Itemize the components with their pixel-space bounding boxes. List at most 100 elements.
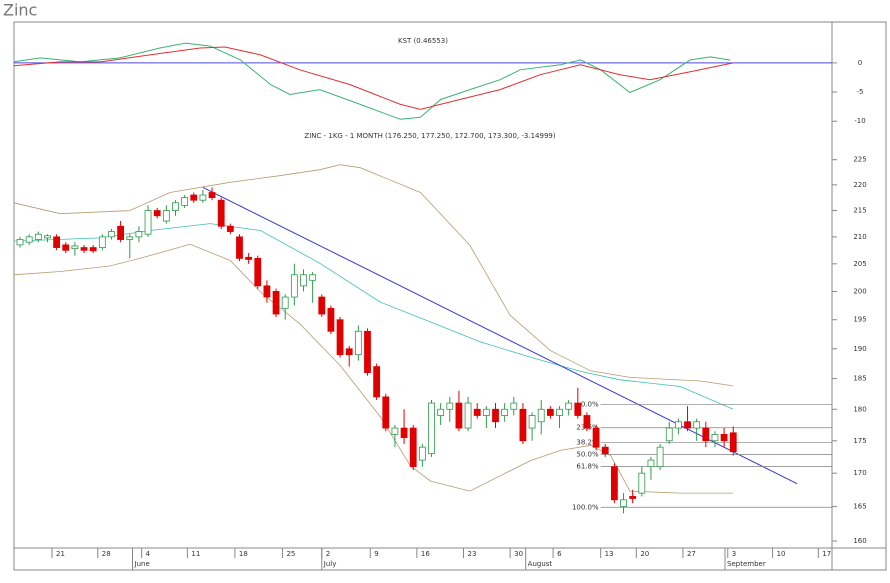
y-tick-label: 165 [853,503,866,511]
y-tick-label: 170 [853,469,866,477]
y-tick-label: 185 [853,375,866,383]
kst-title: KST (0.46553) [398,37,448,45]
y-tick-label: 225 [853,156,866,164]
upper-band [13,164,734,387]
candle-body [62,244,70,251]
fib-label: 61.8% [576,463,599,471]
y-tick-label: 195 [853,316,866,324]
candle-body [354,330,362,356]
frame [13,21,887,571]
month-label: July [323,560,337,568]
month-label: September [727,560,766,568]
candle-body [80,247,88,251]
candle-body [574,402,582,416]
x-tick-label: 30 [514,550,523,558]
candle-body [601,446,609,455]
candle-body [290,274,298,298]
fib-label: 50.0% [576,451,599,459]
candle-body [135,231,143,238]
candle-body [592,427,600,448]
candle-body [318,296,326,315]
candle-body [382,396,390,429]
candle-body [510,402,518,410]
candle-body [537,408,545,423]
candle-body [126,236,134,240]
candle-body [144,210,152,235]
price-title: ZINC - 1KG - 1 MONTH (176.250, 177.250, … [304,132,555,140]
candle-body [16,239,24,246]
candle-body [428,402,435,455]
candle-body [729,432,737,453]
candle-body [373,366,381,398]
candle-body [455,402,463,429]
candle-body [236,236,243,259]
candle-body [693,421,701,429]
candle-body [674,421,682,429]
candle-body [53,236,61,248]
candle-body [336,319,344,356]
y-tick-label: 175 [853,437,866,445]
x-tick-label: 17 [822,550,831,558]
x-tick-label: 3 [732,550,736,558]
x-tick-label: 6 [557,550,562,558]
x-tick-label: 23 [468,550,477,558]
x-tick-label: 21 [56,550,65,558]
y-tick-label: -10 [854,117,865,125]
x-tick-label: 18 [239,550,248,558]
candle-body [153,210,161,217]
candle-body [418,446,426,461]
candle-body [309,274,317,281]
candle-body [565,402,573,410]
candle-body [482,408,490,416]
candle-body [583,415,591,429]
y-tick-label: 205 [853,260,866,268]
candle-body [263,285,271,298]
candle-body [89,247,97,252]
y-tick-label: 160 [853,537,866,545]
candle-body [492,408,499,423]
x-tick-label: 13 [605,550,614,558]
candle-body [519,408,527,442]
kst-line [13,46,734,110]
x-tick-label: 11 [191,550,200,558]
candle-body [345,348,353,356]
candle-body [400,427,408,438]
candle-body [71,245,79,250]
month-label: August [528,560,553,568]
candle-body [446,402,454,410]
candle-body [528,415,536,429]
fib-label: 38.2% [576,439,599,447]
fib-label: 0.0% [581,400,599,408]
candle-body [208,192,216,199]
x-tick-label: 27 [687,550,696,558]
y-tick-label: 200 [853,287,866,295]
candle-body [684,421,691,429]
moving-average [13,223,734,410]
x-tick-label: 25 [286,550,295,558]
candle-body [656,446,664,468]
y-tick-label: 210 [853,233,866,241]
candle-body [610,466,618,501]
candle-body [162,210,170,222]
candle-body [327,307,335,332]
candle-body [25,236,33,243]
candle-body [720,433,728,442]
candle-body [473,408,481,416]
candle-body [281,296,289,309]
candle-body [629,496,637,499]
candle-body [117,225,125,240]
y-tick-label: 215 [853,207,866,215]
candle-body [190,194,198,201]
candle-body [409,427,417,468]
candle-body [98,236,106,248]
candle-body [181,197,189,206]
x-tick-label: 9 [374,550,378,558]
candle-body [702,427,710,442]
candle-body [44,235,51,239]
candle-body [172,202,179,211]
x-tick-label: 4 [146,550,151,558]
candle-body [556,408,563,416]
x-tick-label: 28 [102,550,111,558]
month-label: June [134,560,150,568]
